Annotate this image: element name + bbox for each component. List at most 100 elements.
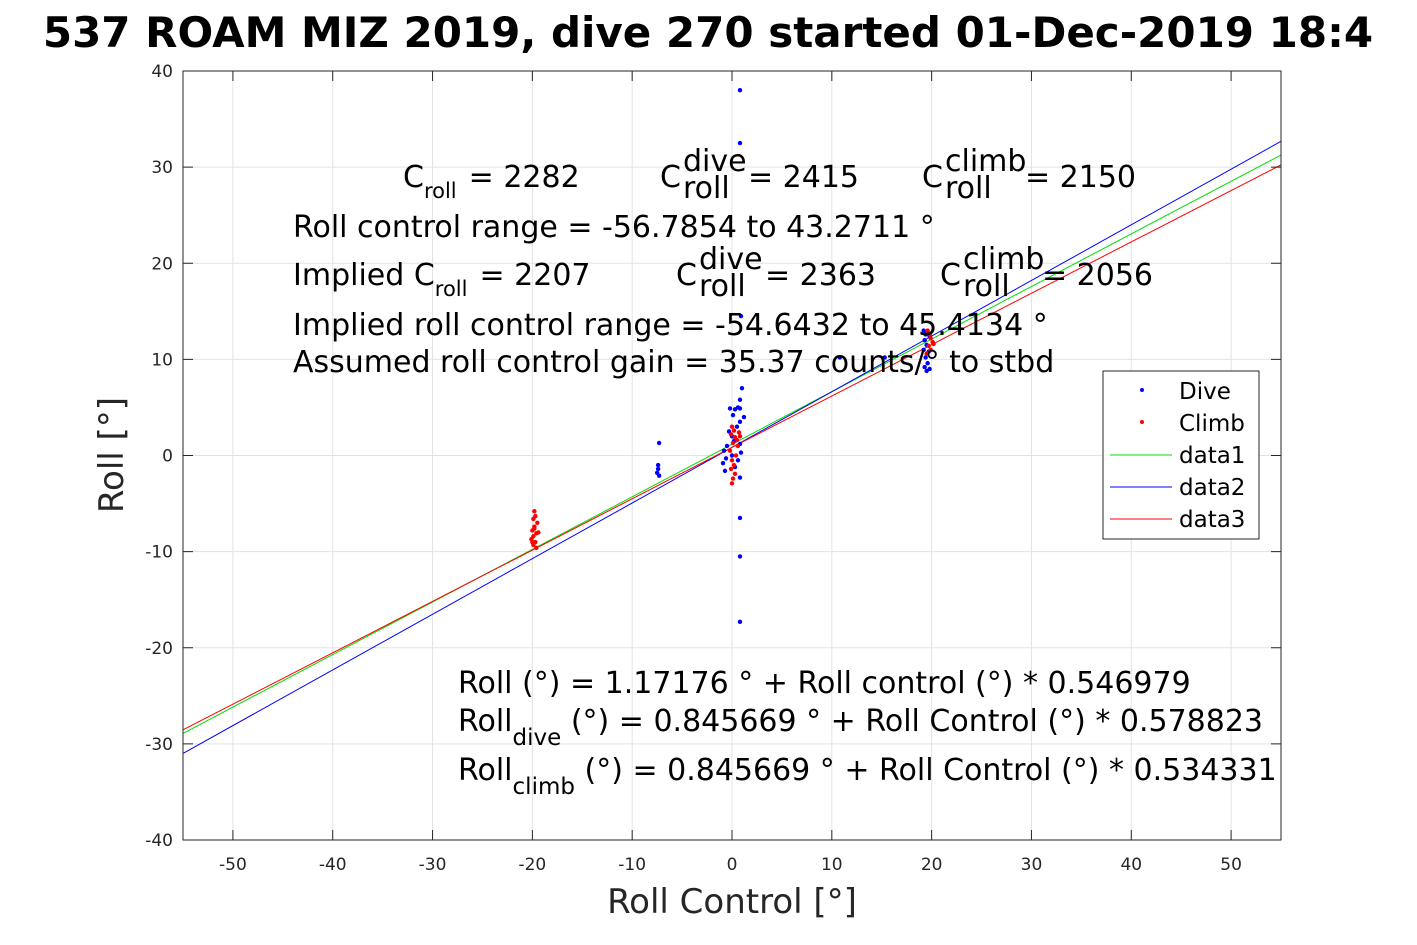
- dive-point: [737, 397, 743, 402]
- climb-point: [733, 453, 739, 458]
- climb-point: [536, 530, 541, 535]
- chart-title: 537 ROAM MIZ 2019, dive 270 started 01-D…: [43, 8, 1373, 57]
- dive-point: [729, 453, 735, 458]
- climb-point: [728, 466, 734, 472]
- implied-c-climb-value: = 2056: [1042, 258, 1153, 293]
- implied-c-dive-value: = 2363: [765, 258, 876, 293]
- climb-point: [534, 545, 539, 550]
- dive-point: [655, 462, 661, 468]
- climb-point: [730, 440, 736, 446]
- c-dive-superscript: dive: [683, 144, 747, 179]
- roll-control-range: Roll control range = -56.7854 to 43.2711…: [293, 210, 935, 245]
- legend-label: data1: [1179, 443, 1245, 469]
- c-dive-value: = 2415: [748, 160, 859, 195]
- dive-point: [737, 619, 743, 624]
- y-tick-label: 30: [151, 158, 173, 178]
- climb-point: [728, 432, 734, 437]
- climb-point: [729, 424, 735, 429]
- dive-point: [922, 364, 927, 370]
- climb-point: [734, 437, 740, 443]
- legend-label: data2: [1179, 475, 1245, 501]
- c-dive-subscript: roll: [683, 171, 730, 206]
- climb-point: [737, 434, 743, 439]
- x-tick-label: -20: [518, 855, 546, 875]
- y-tick-label: -10: [145, 543, 173, 563]
- implied-c-dive-superscript: dive: [699, 242, 763, 277]
- dive-point: [723, 456, 729, 461]
- dive-point: [739, 386, 745, 391]
- dive-point: [656, 473, 662, 478]
- legend: Dive Climb data1 data2 data3: [1102, 370, 1260, 540]
- x-tick-label: 20: [921, 855, 943, 875]
- climb-point: [730, 476, 736, 481]
- dive-point: [737, 554, 743, 559]
- dive-point: [738, 313, 744, 319]
- dive-point: [724, 443, 730, 449]
- dive-point: [737, 140, 743, 146]
- climb-point: [532, 526, 537, 531]
- c-climb-annotation: C: [922, 160, 943, 195]
- climb-point: [535, 520, 540, 525]
- dive-point: [737, 419, 743, 425]
- dive-point: [735, 458, 741, 463]
- y-tick-label: 0: [162, 447, 173, 467]
- x-axis-ticks: -50 -40 -30 -20 -10 0 10 20 30 40 50: [219, 71, 1242, 875]
- climb-point: [928, 336, 933, 341]
- climb-point: [925, 328, 930, 333]
- y-tick-label: -40: [145, 831, 173, 851]
- climb-point: [729, 458, 735, 463]
- dive-point: [738, 450, 744, 455]
- fit-line-data3: [182, 164, 1282, 731]
- c-dive-annotation: C: [660, 160, 681, 195]
- fit-equation-climb: Rollclimb (°) = 0.845669 ° + Roll Contro…: [458, 753, 1277, 800]
- x-tick-label: 10: [821, 855, 843, 875]
- dive-point: [655, 466, 661, 472]
- climb-point: [531, 516, 536, 522]
- dive-point: [727, 406, 733, 411]
- coefficient-annotations: Croll = 2282 C dive roll = 2415 C climb r…: [293, 144, 1153, 380]
- assumed-roll-control-gain: Assumed roll control gain = 35.37 counts…: [293, 345, 1054, 380]
- dive-point: [837, 355, 843, 360]
- climb-point: [924, 351, 929, 356]
- dive-point: [921, 347, 926, 352]
- implied-c-climb-annotation: C: [940, 258, 961, 293]
- dive-point: [923, 355, 928, 360]
- dive-point: [737, 515, 743, 521]
- legend-marker-dive: [1140, 388, 1144, 392]
- climb-point: [731, 428, 737, 433]
- dive-point: [737, 88, 743, 93]
- x-tick-label: -40: [319, 855, 347, 875]
- c-climb-superscript: climb: [945, 144, 1026, 179]
- implied-c-dive-annotation: C: [676, 258, 697, 293]
- climb-point: [530, 539, 535, 545]
- implied-roll-control-range: Implied roll control range = -54.6432 to…: [293, 308, 1048, 343]
- dive-point: [741, 414, 747, 420]
- implied-c-climb-superscript: climb: [963, 242, 1044, 277]
- dive-point: [737, 475, 743, 480]
- y-tick-label: -20: [145, 639, 173, 659]
- y-axis-ticks: -40 -30 -20 -10 0 10 20 30 40: [145, 62, 1281, 851]
- climb-point: [729, 481, 735, 486]
- y-tick-label: 40: [151, 62, 173, 82]
- climb-point: [735, 443, 741, 449]
- x-tick-label: 0: [727, 855, 738, 875]
- dive-point: [734, 424, 740, 429]
- legend-label: Dive: [1179, 379, 1231, 405]
- climb-point: [732, 471, 738, 476]
- y-tick-label: -30: [145, 735, 173, 755]
- x-tick-label: 30: [1021, 855, 1043, 875]
- dive-point: [721, 448, 727, 453]
- dive-point: [922, 337, 927, 343]
- x-tick-label: -30: [419, 855, 447, 875]
- implied-c-dive-subscript: roll: [699, 269, 746, 304]
- dive-point: [925, 361, 930, 366]
- dive-point: [720, 460, 726, 466]
- implied-c-climb-subscript: roll: [963, 269, 1010, 304]
- fit-equations: Roll (°) = 1.17176 ° + Roll control (°) …: [458, 666, 1277, 800]
- y-axis-label: Roll [°]: [92, 397, 132, 513]
- c-roll-annotation: Croll = 2282: [403, 160, 580, 203]
- climb-point: [727, 448, 733, 453]
- dive-point: [921, 328, 926, 333]
- dive-point: [924, 368, 929, 374]
